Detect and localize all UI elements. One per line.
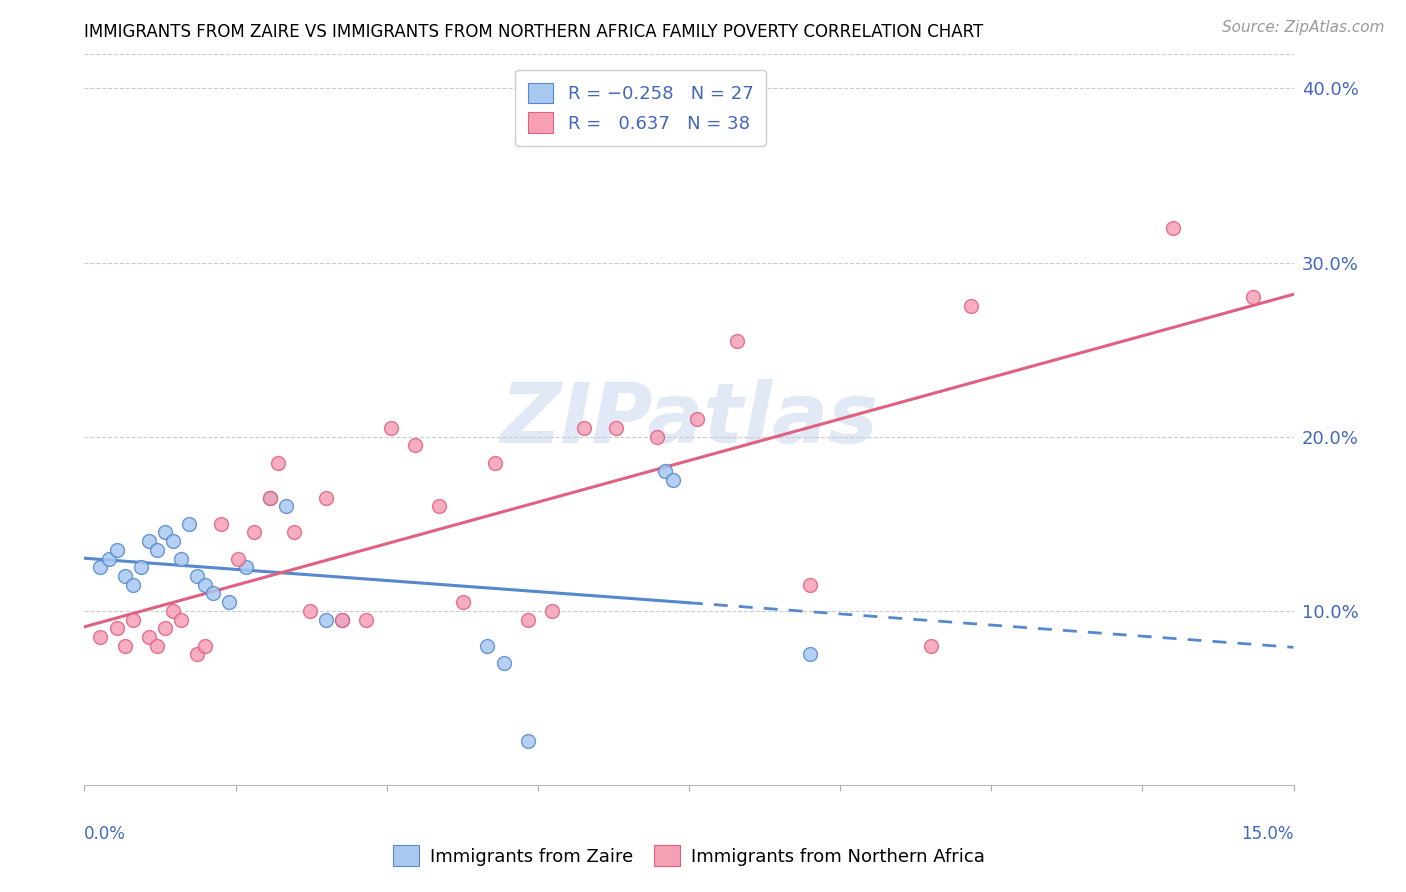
- Point: [380, 421, 402, 435]
- Point: [259, 491, 281, 505]
- Point: [114, 639, 136, 653]
- Legend: Immigrants from Zaire, Immigrants from Northern Africa: Immigrants from Zaire, Immigrants from N…: [387, 838, 991, 873]
- Point: [541, 604, 564, 618]
- Point: [121, 577, 143, 591]
- Point: [202, 586, 225, 600]
- Point: [799, 577, 821, 591]
- Point: [725, 334, 748, 348]
- Point: [153, 525, 176, 540]
- Point: [1161, 220, 1184, 235]
- Text: IMMIGRANTS FROM ZAIRE VS IMMIGRANTS FROM NORTHERN AFRICA FAMILY POVERTY CORRELAT: IMMIGRANTS FROM ZAIRE VS IMMIGRANTS FROM…: [84, 23, 984, 41]
- Point: [218, 595, 240, 609]
- Point: [960, 299, 983, 313]
- Point: [146, 639, 169, 653]
- Point: [242, 525, 264, 540]
- Point: [259, 491, 281, 505]
- Text: ZIPatlas: ZIPatlas: [501, 379, 877, 459]
- Point: [114, 569, 136, 583]
- Point: [654, 465, 676, 479]
- Point: [209, 516, 232, 531]
- Point: [129, 560, 152, 574]
- Point: [686, 412, 709, 426]
- Point: [330, 613, 353, 627]
- Point: [138, 630, 160, 644]
- Point: [194, 577, 217, 591]
- Point: [645, 430, 668, 444]
- Point: [138, 534, 160, 549]
- Text: 15.0%: 15.0%: [1241, 825, 1294, 843]
- Point: [484, 456, 506, 470]
- Point: [283, 525, 305, 540]
- Point: [330, 613, 353, 627]
- Point: [153, 621, 176, 635]
- Point: [162, 534, 184, 549]
- Point: [105, 542, 128, 557]
- Point: [121, 613, 143, 627]
- Point: [451, 595, 474, 609]
- Point: [170, 613, 193, 627]
- Text: 0.0%: 0.0%: [84, 825, 127, 843]
- Point: [920, 639, 942, 653]
- Point: [799, 648, 821, 662]
- Point: [194, 639, 217, 653]
- Point: [186, 648, 208, 662]
- Point: [605, 421, 627, 435]
- Point: [315, 491, 337, 505]
- Point: [274, 500, 297, 514]
- Point: [162, 604, 184, 618]
- Point: [662, 473, 685, 487]
- Point: [299, 604, 322, 618]
- Point: [235, 560, 257, 574]
- Point: [97, 551, 120, 566]
- Point: [1241, 290, 1264, 304]
- Point: [170, 551, 193, 566]
- Point: [516, 613, 538, 627]
- Point: [572, 421, 595, 435]
- Point: [89, 630, 111, 644]
- Point: [146, 542, 169, 557]
- Point: [186, 569, 208, 583]
- Point: [516, 734, 538, 748]
- Point: [404, 438, 426, 452]
- Point: [315, 613, 337, 627]
- Text: Source: ZipAtlas.com: Source: ZipAtlas.com: [1222, 20, 1385, 35]
- Point: [492, 656, 515, 670]
- Point: [179, 516, 201, 531]
- Point: [89, 560, 111, 574]
- Point: [226, 551, 249, 566]
- Point: [427, 500, 450, 514]
- Point: [356, 613, 378, 627]
- Point: [105, 621, 128, 635]
- Point: [267, 456, 290, 470]
- Point: [477, 639, 499, 653]
